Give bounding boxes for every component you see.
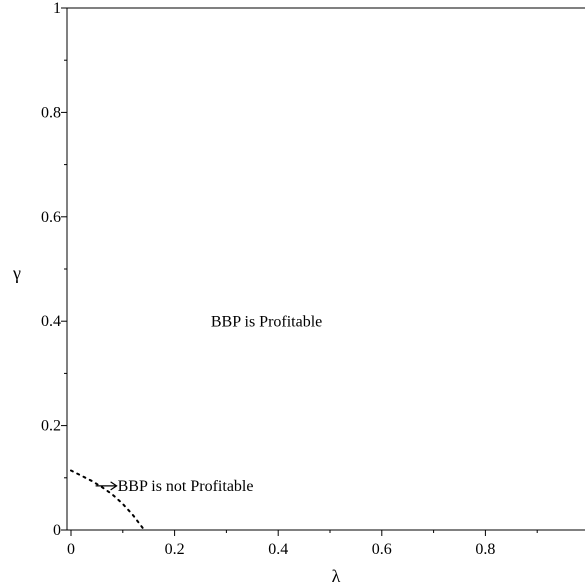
y-tick-label-5: 1 <box>53 0 61 17</box>
x-tick-label-1: 0.2 <box>165 541 185 558</box>
y-tick-label-1: 0.2 <box>41 418 61 435</box>
annotation-profitable: BBP is Profitable <box>211 313 322 330</box>
axes <box>66 7 585 531</box>
x-tick-label-2: 0.4 <box>268 541 288 558</box>
x-axis-label: λ <box>332 566 341 586</box>
y-tick-label-3: 0.6 <box>41 209 61 226</box>
annotations: BBP is Profitable BBP is not Profitable <box>95 313 322 495</box>
x-tick-label-3: 0.6 <box>372 541 392 558</box>
y-tick-label-4: 0.8 <box>41 104 61 121</box>
annotation-arrow-head-1 <box>110 481 118 491</box>
x-tick-label-0: 0 <box>67 541 75 558</box>
x-tick-label-4: 0.8 <box>475 541 495 558</box>
y-tick-label-0: 0 <box>53 522 61 539</box>
annotation-not-profitable: BBP is not Profitable <box>118 478 254 495</box>
y-tick-label-2: 0.4 <box>41 313 61 330</box>
series-line-0 <box>70 469 145 530</box>
ticks: 0 0.2 0.4 0.6 0.8 1 0 0.2 0.4 0.6 0.8 <box>41 0 538 558</box>
series <box>70 469 145 530</box>
y-axis-label: γ <box>12 263 21 283</box>
